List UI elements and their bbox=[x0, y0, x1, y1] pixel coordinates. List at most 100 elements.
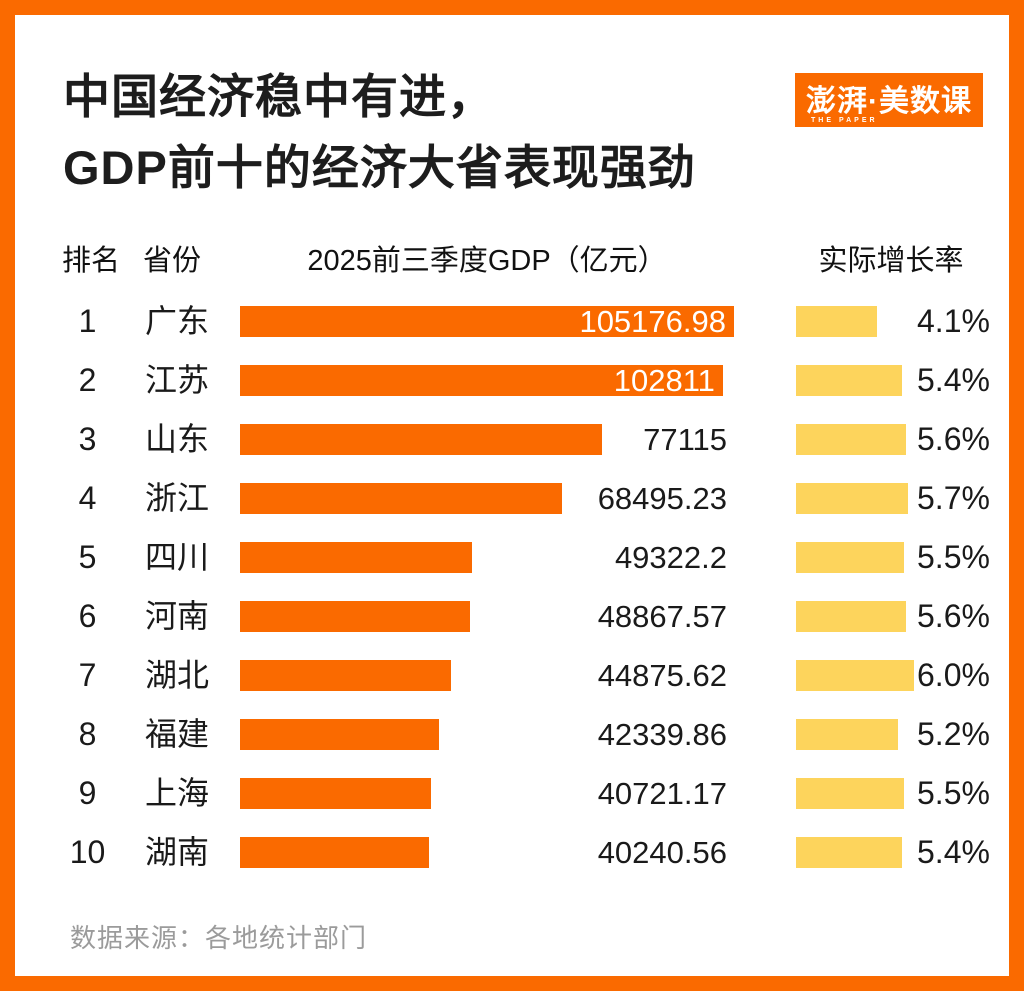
gdp-bar-region: 68495.23 bbox=[240, 469, 734, 528]
growth-value: 5.4% bbox=[917, 834, 990, 870]
rank-cell: 2 bbox=[78, 362, 97, 398]
rank-cell: 8 bbox=[78, 716, 97, 752]
growth-bar bbox=[796, 601, 907, 632]
rank-cell: 5 bbox=[78, 539, 97, 575]
growth-bar-region: 5.5% bbox=[796, 528, 1016, 587]
province-label: 浙江 bbox=[145, 480, 210, 516]
rank-cell: 1 bbox=[78, 303, 97, 339]
gdp-bar-region: 48867.57 bbox=[240, 587, 734, 646]
growth-bar-region: 4.1% bbox=[796, 292, 1016, 351]
gdp-value: 102811 bbox=[613, 363, 715, 398]
gdp-bar-region: 49322.2 bbox=[240, 528, 734, 587]
rank-cell: 10 bbox=[69, 834, 106, 870]
growth-bar bbox=[796, 542, 905, 573]
table-row: 1 广东 105176.98 4.1% bbox=[15, 292, 1024, 351]
gdp-value: 105176.98 bbox=[579, 304, 726, 339]
growth-bar-region: 5.5% bbox=[796, 764, 1016, 823]
province-label: 福建 bbox=[145, 716, 210, 752]
data-source-note: 数据来源：各地统计部门 bbox=[70, 923, 368, 953]
title-line-1: 中国经济稳中有进， bbox=[63, 70, 495, 123]
title-line-2: GDP前十的经济大省表现强劲 bbox=[63, 141, 696, 194]
growth-value: 5.6% bbox=[917, 598, 990, 634]
column-header-rank: 排名 bbox=[62, 245, 121, 277]
gdp-bar-region: 105176.98 bbox=[240, 292, 734, 351]
thepaper-logo: 澎湃·美数课 THE PAPER bbox=[795, 73, 983, 127]
growth-bar-region: 5.6% bbox=[796, 410, 1016, 469]
logo-subtitle-text: THE PAPER bbox=[811, 117, 878, 124]
growth-bar bbox=[796, 778, 905, 809]
table-row: 3 山东 77115 5.6% bbox=[15, 410, 1024, 469]
gdp-bar bbox=[240, 660, 451, 691]
province-label: 江苏 bbox=[145, 362, 210, 398]
growth-value: 5.6% bbox=[917, 421, 990, 457]
province-label: 湖南 bbox=[145, 834, 210, 870]
gdp-bar-region: 102811 bbox=[240, 351, 734, 410]
growth-bar-region: 5.6% bbox=[796, 587, 1016, 646]
gdp-value: 68495.23 bbox=[597, 481, 727, 516]
gdp-bar bbox=[240, 778, 432, 809]
gdp-value: 44875.62 bbox=[597, 658, 727, 693]
rank-cell: 4 bbox=[78, 480, 97, 516]
gdp-value: 48867.57 bbox=[597, 599, 727, 634]
growth-bar bbox=[796, 837, 903, 868]
province-label: 四川 bbox=[145, 539, 210, 575]
growth-value: 5.7% bbox=[917, 480, 990, 516]
gdp-bar-region: 40721.17 bbox=[240, 764, 734, 823]
table-row: 5 四川 49322.2 5.5% bbox=[15, 528, 1024, 587]
growth-bar-region: 5.7% bbox=[796, 469, 1016, 528]
rank-cell: 3 bbox=[78, 421, 97, 457]
province-label: 广东 bbox=[145, 303, 210, 339]
gdp-bar bbox=[240, 601, 470, 632]
column-header-growth: 实际增长率 bbox=[818, 245, 964, 277]
gdp-value: 49322.2 bbox=[614, 540, 727, 575]
table-row: 4 浙江 68495.23 5.7% bbox=[15, 469, 1024, 528]
gdp-bar-region: 42339.86 bbox=[240, 705, 734, 764]
growth-value: 5.5% bbox=[917, 539, 990, 575]
gdp-bar-region: 77115 bbox=[240, 410, 734, 469]
column-header-province: 省份 bbox=[143, 245, 202, 277]
province-label: 上海 bbox=[145, 775, 210, 811]
growth-bar bbox=[796, 306, 877, 337]
page-title: 中国经济稳中有进， GDP前十的经济大省表现强劲 bbox=[63, 61, 783, 203]
growth-bar bbox=[796, 365, 903, 396]
gdp-bar-region: 40240.56 bbox=[240, 823, 734, 882]
growth-bar bbox=[796, 719, 899, 750]
table-row: 6 河南 48867.57 5.6% bbox=[15, 587, 1024, 646]
growth-bar-region: 5.4% bbox=[796, 351, 1016, 410]
rank-cell: 7 bbox=[78, 657, 97, 693]
gdp-value: 40721.17 bbox=[597, 776, 727, 811]
growth-bar-region: 5.4% bbox=[796, 823, 1016, 882]
table-row: 2 江苏 102811 5.4% bbox=[15, 351, 1024, 410]
growth-bar-region: 5.2% bbox=[796, 705, 1016, 764]
content-card: 中国经济稳中有进， GDP前十的经济大省表现强劲 澎湃·美数课 THE PAPE… bbox=[15, 15, 1009, 976]
growth-value: 5.5% bbox=[917, 775, 990, 811]
table-row: 10 湖南 40240.56 5.4% bbox=[15, 823, 1024, 882]
logo-brand-text: 澎湃·美数课 bbox=[806, 85, 972, 118]
growth-value: 4.1% bbox=[917, 303, 990, 339]
growth-bar bbox=[796, 660, 914, 691]
rank-cell: 6 bbox=[78, 598, 97, 634]
gdp-bar-region: 44875.62 bbox=[240, 646, 734, 705]
growth-bar bbox=[796, 424, 907, 455]
table-row: 9 上海 40721.17 5.5% bbox=[15, 764, 1024, 823]
table-row: 7 湖北 44875.62 6.0% bbox=[15, 646, 1024, 705]
gdp-bar bbox=[240, 365, 723, 396]
gdp-bar bbox=[240, 424, 603, 455]
rank-cell: 9 bbox=[78, 775, 97, 811]
column-header-gdp: 2025前三季度GDP（亿元） bbox=[307, 245, 667, 277]
gdp-value: 40240.56 bbox=[597, 835, 727, 870]
growth-value: 6.0% bbox=[917, 657, 990, 693]
province-label: 湖北 bbox=[145, 657, 210, 693]
growth-bar bbox=[796, 483, 909, 514]
chart-rows: 1 广东 105176.98 4.1% 2 江苏 102811 5.4% 3 山… bbox=[15, 292, 1024, 882]
gdp-bar bbox=[240, 483, 562, 514]
gdp-bar bbox=[240, 542, 472, 573]
gdp-bar bbox=[240, 837, 429, 868]
growth-value: 5.4% bbox=[917, 362, 990, 398]
gdp-value: 42339.86 bbox=[597, 717, 727, 752]
gdp-bar bbox=[240, 306, 734, 337]
table-row: 8 福建 42339.86 5.2% bbox=[15, 705, 1024, 764]
province-label: 山东 bbox=[145, 421, 210, 457]
gdp-value: 77115 bbox=[643, 422, 727, 457]
